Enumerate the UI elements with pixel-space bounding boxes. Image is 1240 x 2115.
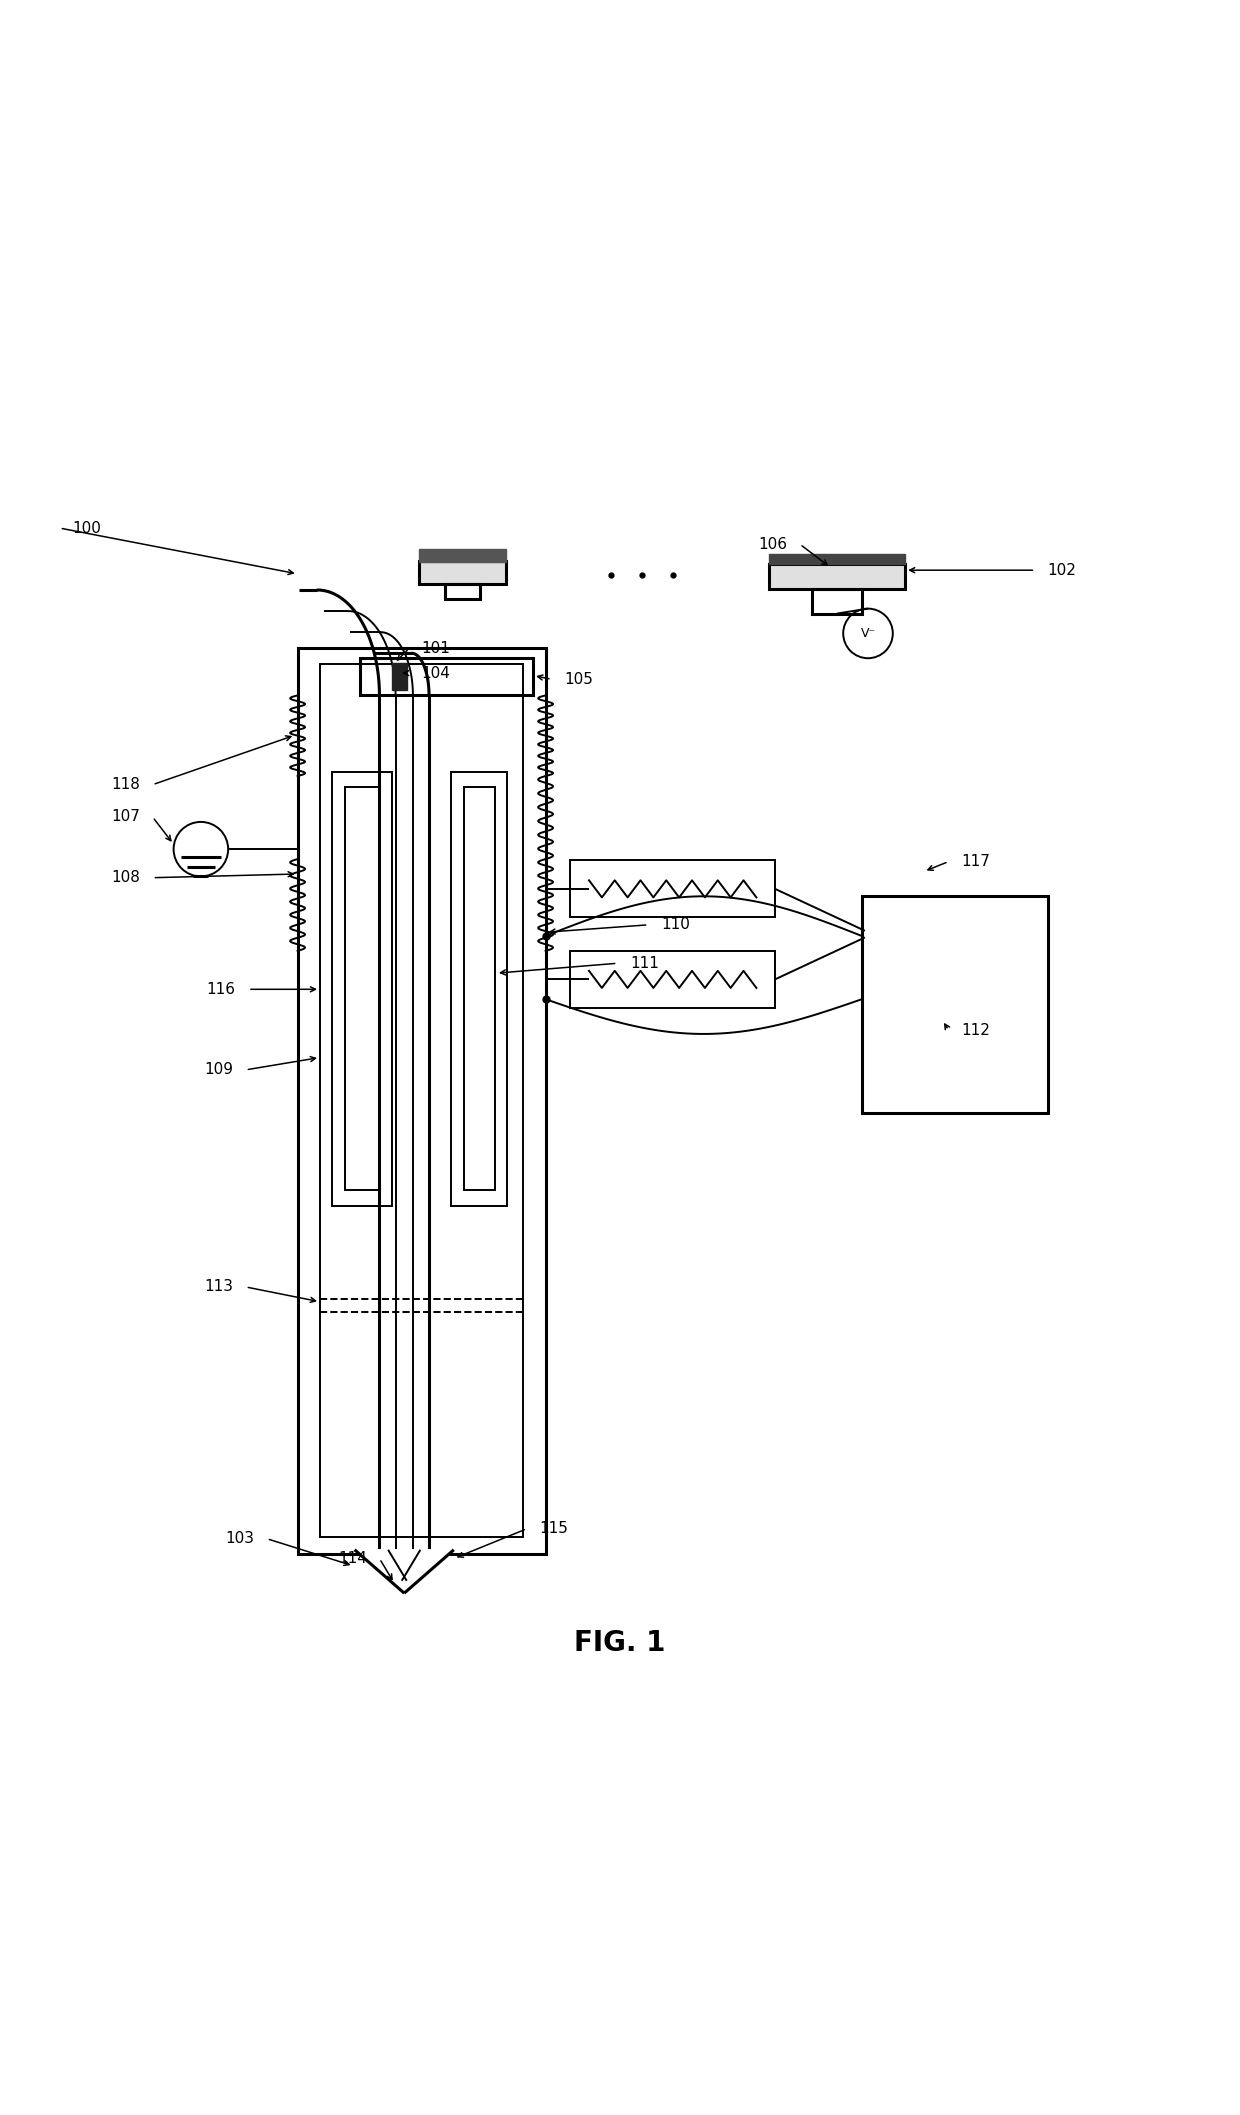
Polygon shape [355,1550,454,1593]
Bar [812,588,862,613]
Text: 102: 102 [1048,563,1076,577]
Text: 100: 100 [72,520,100,535]
Bar [769,565,905,588]
Bar [298,649,546,1555]
Text: 110: 110 [661,918,689,933]
Text: 104: 104 [422,666,450,681]
Text: 106: 106 [759,537,787,552]
Bar [570,861,775,918]
Text: 118: 118 [112,776,140,793]
Text: 116: 116 [207,981,236,996]
Bar [451,772,507,1206]
Bar [445,584,480,599]
Text: 117: 117 [961,854,990,869]
Text: 114: 114 [339,1550,367,1565]
Text: 103: 103 [226,1531,254,1546]
Text: V⁻: V⁻ [861,626,875,641]
Text: 112: 112 [961,1024,990,1038]
Bar [862,897,1048,1112]
Text: 115: 115 [539,1521,568,1535]
Text: 113: 113 [205,1280,233,1294]
Bar [345,787,379,1191]
Text: FIG. 1: FIG. 1 [574,1629,666,1656]
Polygon shape [419,550,506,560]
Text: 111: 111 [630,956,658,971]
Bar [464,787,495,1191]
Text: 108: 108 [112,869,140,886]
Bar [332,772,392,1206]
Text: 109: 109 [205,1062,233,1077]
Text: 101: 101 [422,641,450,656]
Polygon shape [769,554,905,565]
Bar [570,952,775,1009]
Bar [419,560,506,584]
Bar [320,664,523,1538]
Bar [360,658,533,696]
Text: 105: 105 [564,673,593,687]
Polygon shape [392,664,407,689]
Text: 107: 107 [112,810,140,825]
